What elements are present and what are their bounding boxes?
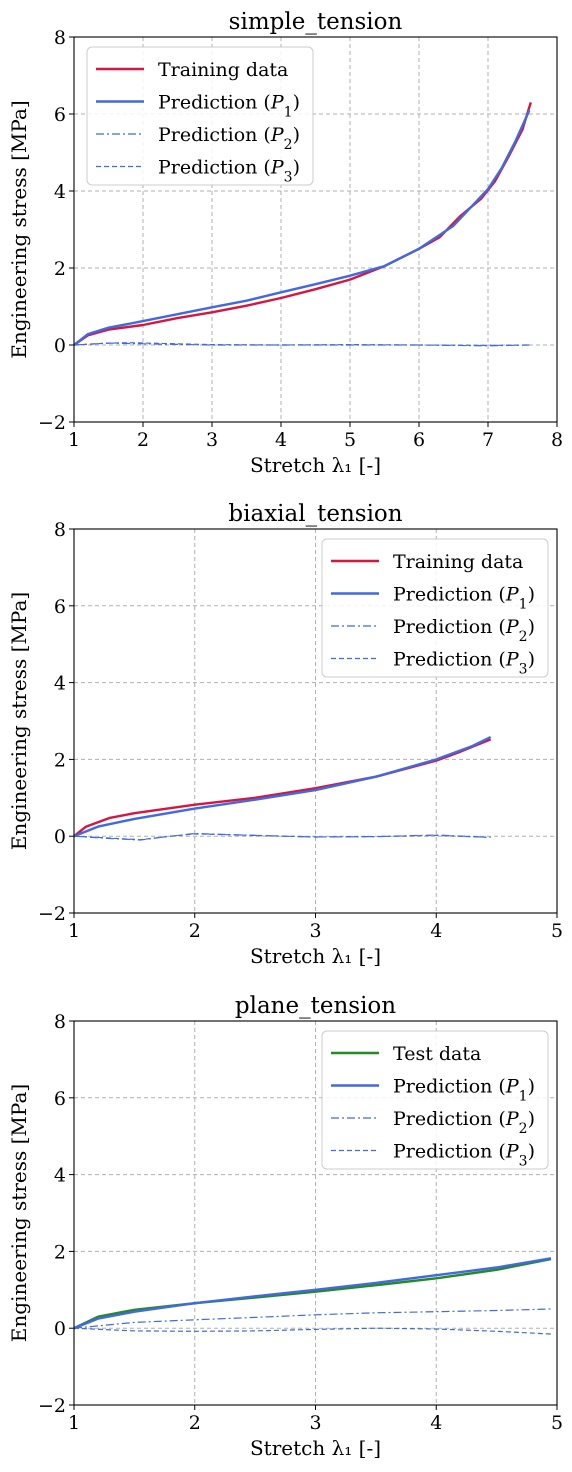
series-line-2 bbox=[74, 109, 531, 346]
legend-label: Prediction (P2) bbox=[158, 124, 300, 153]
y-tick-label: 0 bbox=[54, 826, 66, 848]
series-line-3 bbox=[74, 342, 530, 347]
y-tick-label: 8 bbox=[54, 1011, 66, 1033]
x-tick-label: 3 bbox=[309, 920, 321, 942]
y-tick-label: 2 bbox=[54, 258, 66, 280]
legend-frame bbox=[321, 1030, 549, 1170]
legend-item: Prediction (P1) bbox=[96, 92, 300, 121]
y-tick-label: −2 bbox=[38, 412, 66, 434]
x-tick-label: 2 bbox=[189, 920, 201, 942]
legend-label: Training data bbox=[393, 551, 523, 573]
series-line-2 bbox=[74, 1257, 552, 1330]
legend-item: Prediction (P3) bbox=[96, 157, 300, 186]
series-line-4 bbox=[74, 833, 491, 841]
x-axis-label: Stretch λ₁ [-] bbox=[250, 453, 381, 477]
x-tick-label: 1 bbox=[68, 1412, 80, 1434]
legend-label: Prediction (P1) bbox=[393, 584, 535, 613]
y-tick-label: 4 bbox=[54, 1165, 66, 1187]
legend-item: Prediction (P2) bbox=[331, 616, 535, 645]
x-tick-label: 4 bbox=[430, 1412, 442, 1434]
legend-label: Training data bbox=[158, 59, 288, 81]
legend-label: Prediction (P2) bbox=[393, 1108, 535, 1137]
legend-label: Prediction (P3) bbox=[393, 1141, 535, 1170]
x-tick-label: 1 bbox=[68, 429, 80, 451]
series-group bbox=[74, 1257, 552, 1335]
x-tick-label: 2 bbox=[189, 1412, 201, 1434]
legend-item: Training data bbox=[331, 551, 523, 573]
series-line-4 bbox=[74, 1327, 552, 1335]
legend-item: Test data bbox=[331, 1043, 481, 1065]
x-tick-label: 4 bbox=[275, 429, 287, 451]
legend-label: Prediction (P1) bbox=[393, 1076, 535, 1105]
x-tick-label: 6 bbox=[413, 429, 425, 451]
x-tick-label: 2 bbox=[137, 429, 149, 451]
chart-title: plane_tension bbox=[235, 993, 396, 1019]
y-tick-label: 2 bbox=[54, 1241, 66, 1263]
series-line-4 bbox=[74, 342, 530, 346]
x-axis-label: Stretch λ₁ [-] bbox=[250, 944, 381, 968]
legend-label: Test data bbox=[393, 1043, 481, 1065]
y-tick-label: 6 bbox=[54, 596, 66, 618]
x-axis-label: Stretch λ₁ [-] bbox=[250, 1436, 381, 1460]
chart-2: 1 2 3 4 5 −2 0 2 4 6 8 biaxial_tension Stretch λ₁ [-… bbox=[7, 501, 563, 968]
series-line-3 bbox=[74, 1308, 552, 1329]
legend-frame bbox=[321, 538, 549, 678]
legend-item: Training data bbox=[96, 59, 288, 81]
series-line-1 bbox=[74, 102, 532, 346]
y-tick-label: 6 bbox=[54, 104, 66, 126]
legend-item: Prediction (P2) bbox=[96, 124, 300, 153]
series-group bbox=[74, 102, 532, 347]
legend-item: Prediction (P2) bbox=[331, 1108, 535, 1137]
series-line-2 bbox=[74, 736, 492, 838]
y-tick-label: 8 bbox=[54, 27, 66, 49]
y-axis-label: Engineering stress [MPa] bbox=[7, 1084, 31, 1342]
y-axis-label: Engineering stress [MPa] bbox=[7, 100, 31, 358]
y-tick-label: 4 bbox=[54, 673, 66, 695]
plot-frame bbox=[73, 36, 558, 423]
x-tick-label: 3 bbox=[206, 429, 218, 451]
y-tick-label: 6 bbox=[54, 1088, 66, 1110]
y-tick-label: 8 bbox=[54, 519, 66, 541]
series-line-3 bbox=[74, 832, 491, 841]
legend-item: Prediction (P1) bbox=[331, 584, 535, 613]
chart-1: 1 2 3 4 5 6 7 8 −2 0 2 4 6 8 simple_tension Stretch λ₁ … bbox=[7, 9, 563, 477]
y-tick-label: 0 bbox=[54, 1318, 66, 1340]
legend: Training data Prediction (P1) Prediction (… bbox=[321, 538, 549, 678]
x-tick-label: 8 bbox=[551, 429, 563, 451]
chart-3: 1 2 3 4 5 −2 0 2 4 6 8 plane_tension Stretch λ₁ [-] E… bbox=[7, 993, 563, 1460]
y-tick-label: 4 bbox=[54, 181, 66, 203]
x-tick-label: 5 bbox=[551, 920, 563, 942]
x-tick-label: 5 bbox=[551, 1412, 563, 1434]
y-tick-label: 2 bbox=[54, 749, 66, 771]
y-tick-label: −2 bbox=[38, 1395, 66, 1417]
series-line-1 bbox=[74, 738, 492, 838]
legend-label: Prediction (P1) bbox=[158, 92, 300, 121]
legend-item: Prediction (P3) bbox=[331, 1141, 535, 1170]
series-line-1 bbox=[74, 1257, 552, 1330]
x-tick-label: 7 bbox=[482, 429, 494, 451]
chart-title: simple_tension bbox=[229, 9, 403, 35]
legend: Test data Prediction (P1) Prediction (P2) P… bbox=[321, 1030, 549, 1170]
x-tick-label: 3 bbox=[309, 1412, 321, 1434]
legend-label: Prediction (P3) bbox=[393, 649, 535, 678]
series-group bbox=[74, 736, 492, 841]
legend-label: Prediction (P3) bbox=[158, 157, 300, 186]
legend: Training data Prediction (P1) Prediction (… bbox=[86, 46, 314, 186]
y-tick-label: −2 bbox=[38, 903, 66, 925]
legend-item: Prediction (P3) bbox=[331, 649, 535, 678]
y-tick-label: 0 bbox=[54, 335, 66, 357]
chart-title: biaxial_tension bbox=[228, 501, 402, 527]
x-tick-label: 4 bbox=[430, 920, 442, 942]
x-tick-label: 1 bbox=[68, 920, 80, 942]
legend-label: Prediction (P2) bbox=[393, 616, 535, 645]
legend-item: Prediction (P1) bbox=[331, 1076, 535, 1105]
x-tick-label: 5 bbox=[344, 429, 356, 451]
legend-frame bbox=[86, 46, 314, 186]
y-axis-label: Engineering stress [MPa] bbox=[7, 592, 31, 850]
